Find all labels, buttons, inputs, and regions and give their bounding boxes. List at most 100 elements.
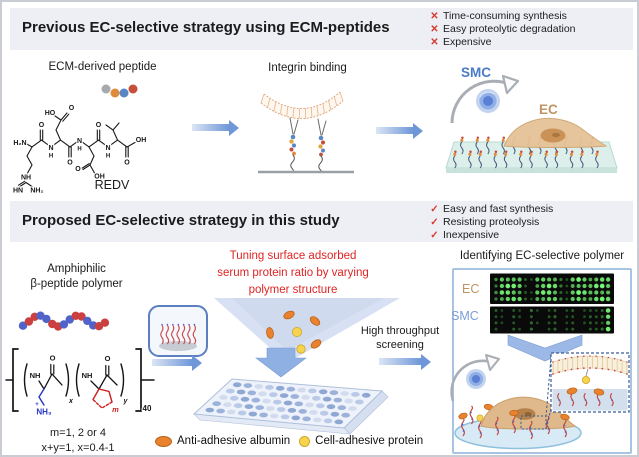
chem-label: H [49,154,53,160]
section2-title: Proposed EC-selective strategy in this s… [22,212,340,229]
chem-label: NH₃ [36,408,52,417]
panel-smc-label: SMC [451,309,479,323]
cross-icon: ✕ [430,24,439,35]
brush-surface-icon [148,305,208,357]
polymer-caption: Amphiphilic β-peptide polymer [14,262,139,292]
con-item: ✕ Time-consuming synthesis [426,10,576,23]
peptide-name-label: REDV [94,178,130,192]
chem-label: H [77,147,81,153]
con-text: Easy proteolytic degradation [443,23,576,35]
chem-label: N [105,145,110,152]
peptide-brushes-front [453,150,599,169]
pro-item: ✓ Easy and fast synthesis [426,203,553,216]
redv-structure: H₂N O O O O HO O O OH OH N H N H N H NH … [12,104,148,196]
flow-arrow-icon [376,127,413,134]
microarray-smc-dots [494,308,611,332]
chem-label: O [124,160,130,167]
pro-item: ✓ Inexpensive [426,229,553,242]
chem-label: O [50,354,56,363]
pro-text: Inexpensive [443,229,500,241]
flow-arrow-icon [192,124,229,131]
cell-adhesive-protein [582,375,591,384]
integrin-receptor [317,118,327,173]
ecm-peptide-beads-icon [101,84,138,98]
result-panel-art [450,273,630,450]
chem-label: OH [136,137,147,144]
tuning-line2: serum protein ratio by varying [217,267,369,279]
screening-line2: screening [376,339,424,351]
chem-label: NH [82,371,93,380]
down-arrow-icon [255,347,307,378]
ec-label: EC [539,102,558,117]
chem-label: O [105,354,111,363]
pro-item: ✓ Resisting proteolysis [426,216,553,229]
con-item: ✕ Expensive [426,36,576,49]
chem-label: HO [45,110,56,117]
rotation-arrow-icon [450,74,520,124]
con-text: Expensive [443,36,492,48]
flow-arrow-icon [152,359,192,366]
con-item: ✕ Easy proteolytic degradation [426,23,576,36]
chem-label: 40 [143,404,152,413]
smc-cell [466,369,486,389]
chem-label: O [75,166,81,173]
chem-label: N [77,138,82,145]
chem-label: m [112,405,119,414]
microplate [192,378,389,435]
tuning-line1: Tuning surface adsorbed [229,250,357,262]
cons-list: ✕ Time-consuming synthesis ✕ Easy proteo… [426,10,576,49]
down-chevron-icon [507,334,583,362]
albumin-swatch-icon [155,435,172,447]
pro-text: Easy and fast synthesis [443,203,554,215]
section1-title: Previous EC-selective strategy using ECM… [22,19,390,36]
chem-label: NH [21,175,31,182]
polymer-caption-line1: Amphiphilic [47,263,106,275]
screening-line1: High throughput [360,325,440,337]
ec-cell-nucleolus [524,412,532,416]
section2-header-band [10,201,633,242]
chem-label: OH [94,174,105,181]
cell-membrane [261,92,343,119]
ec-selective-surface [445,74,618,173]
polymer-bead-chain [18,311,110,331]
tuning-annotation: Tuning surface adsorbed serum protein ra… [195,248,391,299]
tuning-line3: polymer structure [248,284,338,296]
legend-albumin: Anti-adhesive albumin [155,435,290,447]
chem-label: y [123,398,129,405]
microarray-smc [490,306,614,334]
smc-cell [476,89,500,113]
result-panel-title: Identifying EC-selective polymer [459,250,625,262]
protein-swatch-icon [299,435,311,447]
ec-cell-nucleolus [552,132,560,138]
con-text: Time-consuming synthesis [443,10,567,22]
integrin-receptor [289,117,299,173]
membrane-detail-decor [552,355,628,407]
chem-label: O [96,122,102,129]
polymer-caption-line2: β-peptide polymer [30,278,123,290]
integrin-binding-illustration [258,91,354,174]
membrane-hatch [260,91,344,119]
legend-protein-label: Cell-adhesive protein [315,435,424,447]
pro-text: Resisting proteolysis [443,216,540,228]
check-icon: ✓ [430,204,439,215]
chem-label: + [35,402,39,408]
ecm-peptide-caption: ECM-derived peptide [48,61,157,73]
panel-ec-label: EC [462,282,480,296]
check-icon: ✓ [430,230,439,241]
formula-note-xy: x+y=1, x=0.4-1 [41,441,115,454]
funnel [214,298,400,363]
formula-note-m: m=1, 2 or 4 [50,427,106,439]
serum-protein-blobs [266,310,322,354]
flow-arrow-icon [379,358,421,365]
polymer-formula: NH O NH O x y 40 NH₃ + m [5,348,155,418]
chem-label: NH [30,371,41,380]
glass-slab-edge [446,168,617,173]
microplate-wells [205,382,371,425]
integrin-binding-caption: Integrin binding [268,62,347,74]
legend-protein: Cell-adhesive protein [299,435,423,447]
section1-header-band [10,8,633,50]
chem-label: O [69,105,75,112]
cross-icon: ✕ [430,11,439,22]
